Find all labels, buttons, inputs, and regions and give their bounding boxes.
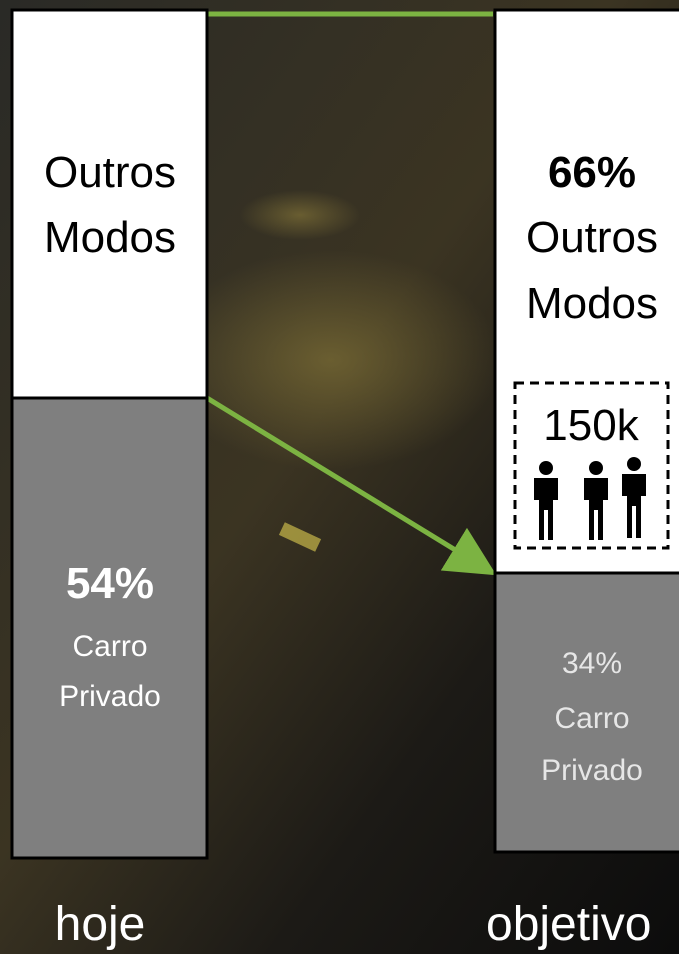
bar-segment bbox=[493, 571, 679, 854]
background-glow bbox=[160, 250, 500, 470]
segment-label: Modos bbox=[44, 213, 176, 262]
background-glow bbox=[240, 190, 360, 240]
person-icon bbox=[622, 457, 646, 538]
segment-label: Outros bbox=[526, 213, 658, 262]
segment-label: Privado bbox=[541, 754, 643, 787]
segment-label: Carro bbox=[72, 630, 147, 663]
segment-label: Carro bbox=[554, 702, 629, 735]
bar-segment bbox=[10, 396, 209, 860]
person-icon bbox=[584, 461, 608, 540]
bar-label: hoje bbox=[55, 898, 146, 951]
background-light bbox=[278, 522, 322, 552]
segment-value: 66% bbox=[548, 148, 636, 197]
connector-arrow bbox=[205, 395, 497, 576]
badge-text: 150k bbox=[543, 401, 639, 450]
segment-label: Outros bbox=[44, 148, 176, 197]
segment-value: 54% bbox=[66, 559, 154, 608]
segment-label: Privado bbox=[59, 680, 161, 713]
person-icon bbox=[534, 461, 558, 540]
people-icon bbox=[534, 457, 646, 540]
badge-box bbox=[513, 381, 670, 550]
bar-segment bbox=[10, 8, 209, 400]
bar-label: objetivo bbox=[486, 898, 651, 951]
segment-label: Modos bbox=[526, 279, 658, 328]
segment-value: 34% bbox=[562, 647, 622, 680]
